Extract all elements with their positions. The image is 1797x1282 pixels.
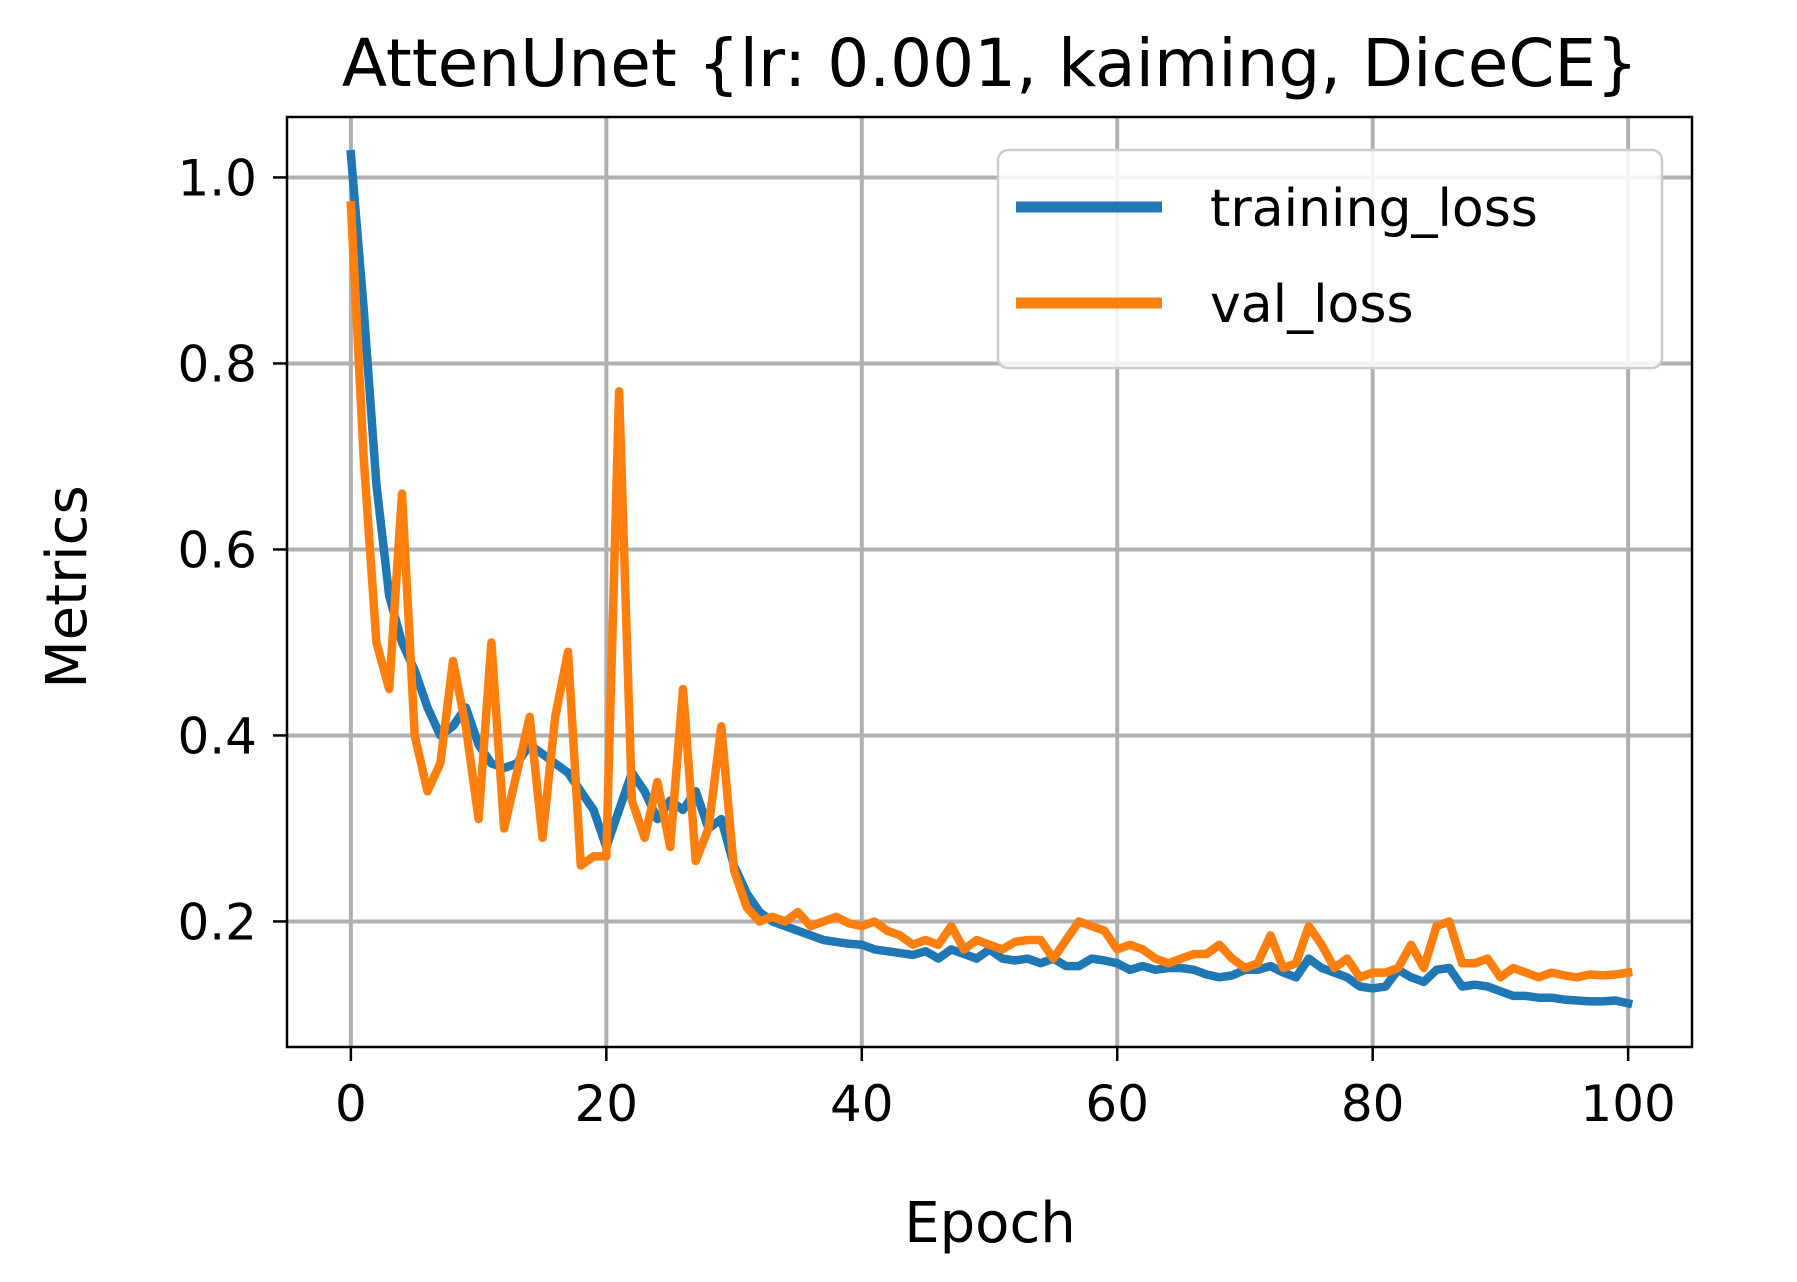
y-tick-label: 0.4	[177, 707, 257, 765]
x-tick-label: 100	[1580, 1075, 1675, 1133]
x-tick-label: 60	[1085, 1075, 1149, 1133]
chart-title: AttenUnet {lr: 0.001, kaiming, DiceCE}	[342, 25, 1638, 102]
y-tick-label: 0.6	[177, 521, 257, 579]
legend-box	[996, 148, 1664, 370]
x-tick-label: 40	[830, 1075, 894, 1133]
plot-frame	[285, 115, 1694, 1049]
legend: training_loss val_loss	[996, 148, 1664, 370]
series-lines	[346, 149, 1634, 1009]
series-line-training-loss	[346, 149, 1634, 1009]
series-line-val-loss	[346, 200, 1633, 982]
x-tick-label: 20	[575, 1075, 639, 1133]
x-tick-label: 80	[1341, 1075, 1405, 1133]
y-tick-label: 0.2	[177, 893, 257, 951]
axis-ticks: 0 20 40 60 80 100 0.2 0.4 0.6 0.8 1.0	[177, 149, 1675, 1133]
y-axis-label: Metrics	[35, 485, 100, 688]
x-tick-label: 0	[335, 1075, 367, 1133]
y-tick-label: 1.0	[177, 149, 257, 207]
legend-label-val-loss: val_loss	[1210, 275, 1414, 335]
y-tick-label: 0.8	[177, 335, 257, 393]
x-axis-label: Epoch	[904, 1191, 1075, 1256]
legend-label-training-loss: training_loss	[1210, 179, 1538, 239]
